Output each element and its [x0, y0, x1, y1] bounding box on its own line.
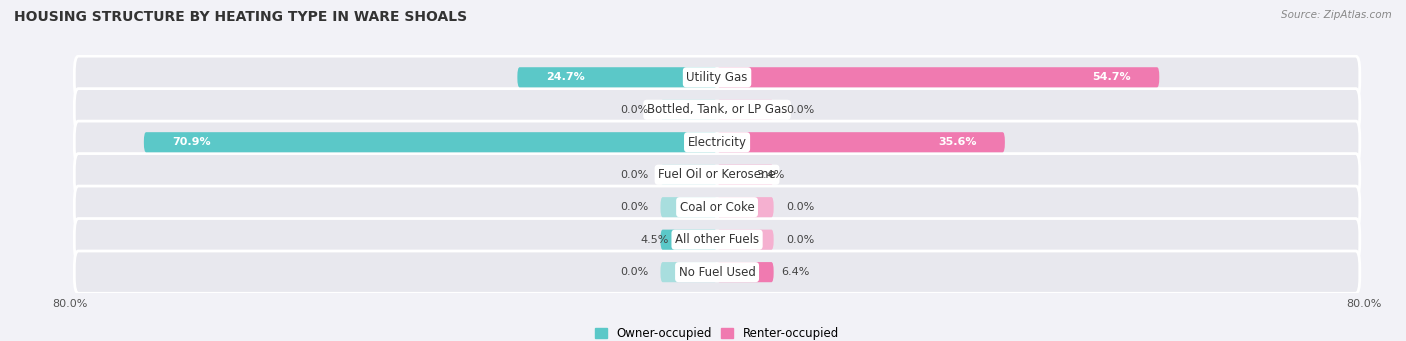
Text: No Fuel Used: No Fuel Used: [679, 266, 755, 279]
FancyBboxPatch shape: [717, 67, 1160, 87]
Text: 35.6%: 35.6%: [938, 137, 977, 147]
Text: 0.0%: 0.0%: [620, 202, 648, 212]
Text: Fuel Oil or Kerosene: Fuel Oil or Kerosene: [658, 168, 776, 181]
FancyBboxPatch shape: [717, 229, 773, 250]
Text: 3.4%: 3.4%: [756, 170, 785, 180]
FancyBboxPatch shape: [75, 153, 1360, 196]
FancyBboxPatch shape: [661, 197, 717, 217]
Text: 0.0%: 0.0%: [620, 267, 648, 277]
Text: 0.0%: 0.0%: [786, 202, 814, 212]
Text: Electricity: Electricity: [688, 136, 747, 149]
Text: 6.4%: 6.4%: [780, 267, 810, 277]
Text: 0.0%: 0.0%: [620, 170, 648, 180]
FancyBboxPatch shape: [75, 219, 1360, 261]
FancyBboxPatch shape: [717, 262, 773, 282]
FancyBboxPatch shape: [717, 165, 773, 185]
FancyBboxPatch shape: [661, 165, 717, 185]
Text: 54.7%: 54.7%: [1092, 72, 1130, 82]
Legend: Owner-occupied, Renter-occupied: Owner-occupied, Renter-occupied: [595, 327, 839, 340]
FancyBboxPatch shape: [75, 121, 1360, 163]
FancyBboxPatch shape: [75, 251, 1360, 293]
FancyBboxPatch shape: [75, 89, 1360, 131]
FancyBboxPatch shape: [661, 100, 717, 120]
FancyBboxPatch shape: [717, 100, 773, 120]
Text: Source: ZipAtlas.com: Source: ZipAtlas.com: [1281, 10, 1392, 20]
Text: 24.7%: 24.7%: [546, 72, 585, 82]
Text: Bottled, Tank, or LP Gas: Bottled, Tank, or LP Gas: [647, 103, 787, 116]
FancyBboxPatch shape: [517, 67, 717, 87]
Text: 0.0%: 0.0%: [786, 235, 814, 245]
Text: 0.0%: 0.0%: [620, 105, 648, 115]
FancyBboxPatch shape: [717, 132, 1005, 152]
FancyBboxPatch shape: [75, 186, 1360, 228]
Text: All other Fuels: All other Fuels: [675, 233, 759, 246]
Text: Coal or Coke: Coal or Coke: [679, 201, 755, 214]
Text: 4.5%: 4.5%: [640, 235, 668, 245]
FancyBboxPatch shape: [717, 197, 773, 217]
FancyBboxPatch shape: [75, 56, 1360, 99]
Text: HOUSING STRUCTURE BY HEATING TYPE IN WARE SHOALS: HOUSING STRUCTURE BY HEATING TYPE IN WAR…: [14, 10, 467, 24]
FancyBboxPatch shape: [661, 262, 717, 282]
Text: Utility Gas: Utility Gas: [686, 71, 748, 84]
Text: 70.9%: 70.9%: [172, 137, 211, 147]
FancyBboxPatch shape: [143, 132, 717, 152]
FancyBboxPatch shape: [661, 229, 717, 250]
Text: 0.0%: 0.0%: [786, 105, 814, 115]
